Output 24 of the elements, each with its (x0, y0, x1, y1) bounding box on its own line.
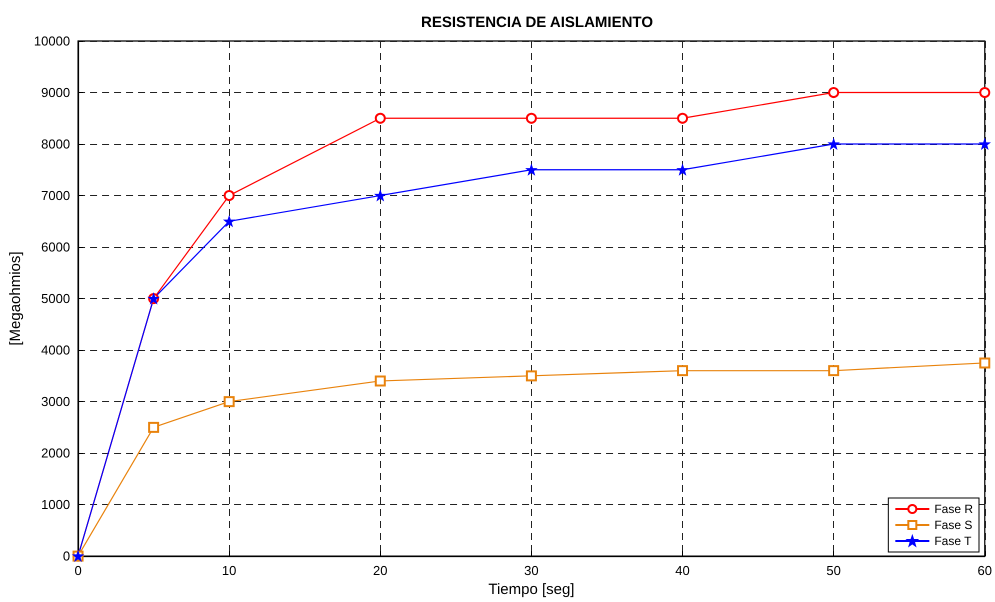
y-tick-label: 10000 (34, 34, 70, 48)
y-tick-label: 2000 (41, 446, 70, 461)
x-tick-label: 60 (978, 563, 992, 578)
y-tick-label: 8000 (41, 136, 70, 152)
y-tick-label: 5000 (41, 291, 70, 306)
y-tick-label: 4000 (41, 342, 70, 358)
x-tick-label: 0 (74, 563, 82, 578)
y-tick-label: 3000 (41, 394, 70, 410)
legend-label: Fase R (934, 502, 974, 516)
y-tick-label: 6000 (41, 240, 70, 255)
y-tick-label: 0 (62, 548, 70, 564)
y-axis-title: [Megaohmios] (7, 251, 24, 346)
y-tick-label: 7000 (41, 188, 70, 204)
y-tick-label: 1000 (41, 497, 70, 512)
x-axis-title: Tiempo [seg] (488, 581, 574, 598)
legend-label: Fase T (934, 534, 972, 548)
x-tick-label: 50 (826, 563, 841, 578)
legend-label: Fase S (934, 518, 972, 532)
x-tick-label: 30 (524, 563, 539, 578)
y-tick-label: 9000 (41, 85, 70, 100)
chart-title: RESISTENCIA DE AISLAMIENTO (421, 14, 654, 31)
x-tick-label: 20 (373, 563, 388, 578)
x-tick-label: 40 (675, 563, 690, 578)
x-tick-label: 10 (222, 563, 236, 578)
